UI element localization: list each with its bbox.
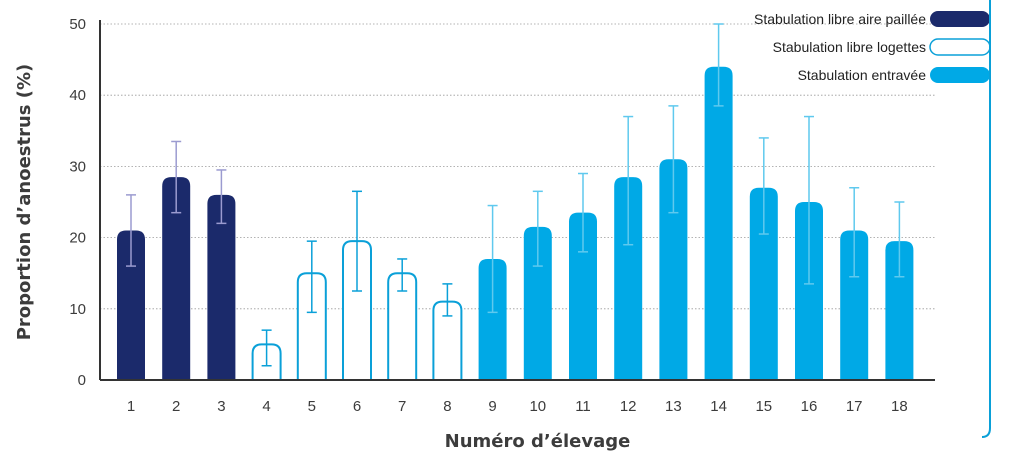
bar (885, 241, 914, 380)
bar (569, 212, 597, 380)
x-tick-label: 1 (127, 398, 135, 415)
x-tick-label: 2 (172, 398, 180, 415)
legend-swatch (930, 11, 990, 27)
legend-label: Stabulation entravée (798, 67, 927, 83)
error-bars (126, 23, 905, 367)
x-tick-label: 17 (846, 398, 863, 415)
legend-label: Stabulation libre aire paillée (754, 11, 926, 27)
bar (117, 230, 145, 380)
x-tick-label: 14 (710, 398, 727, 415)
side-bracket-line (981, 0, 991, 438)
gridlines (100, 23, 935, 310)
legend-label: Stabulation libre logettes (773, 39, 926, 55)
x-tick-label: 12 (620, 398, 637, 415)
bar (704, 66, 733, 380)
bar (840, 230, 869, 380)
bar (162, 177, 191, 380)
bar (523, 226, 552, 380)
x-tick-label: 15 (755, 398, 772, 415)
legend-swatch (930, 67, 990, 83)
bar (659, 159, 688, 380)
bar (478, 258, 507, 380)
legend: Stabulation libre aire paillée Stabulatio… (754, 11, 991, 83)
x-tick-labels: 1 2 3 4 5 6 7 8 9 10 11 12 13 14 15 16 17 18 (127, 398, 908, 415)
y-tick-label: 0 (78, 372, 86, 389)
x-tick-label: 5 (308, 398, 316, 415)
legend-swatch (929, 38, 991, 56)
bars (117, 66, 914, 380)
y-axis-title: Proportion d’anoestrus (%) (14, 64, 35, 341)
x-tick-label: 6 (353, 398, 361, 415)
x-tick-label: 7 (398, 398, 406, 415)
x-axis-title: Numéro d’élevage (445, 431, 631, 452)
y-tick-label: 40 (69, 87, 86, 104)
x-tick-label: 11 (575, 398, 591, 415)
x-tick-label: 8 (443, 398, 451, 415)
y-tick-label: 10 (69, 301, 86, 318)
x-tick-label: 10 (529, 398, 546, 415)
x-tick-label: 16 (801, 398, 818, 415)
y-tick-labels: 0 10 20 30 40 50 (69, 16, 86, 389)
bar (207, 194, 236, 380)
y-tick-label: 30 (69, 158, 86, 175)
bar (795, 202, 823, 380)
bar (749, 187, 778, 380)
x-tick-label: 9 (488, 398, 496, 415)
x-tick-label: 13 (665, 398, 682, 415)
y-tick-label: 20 (69, 230, 86, 247)
x-tick-label: 4 (262, 398, 270, 415)
x-tick-label: 18 (891, 398, 908, 415)
y-tick-label: 50 (69, 16, 86, 33)
x-tick-label: 3 (217, 398, 225, 415)
bar (614, 177, 643, 380)
